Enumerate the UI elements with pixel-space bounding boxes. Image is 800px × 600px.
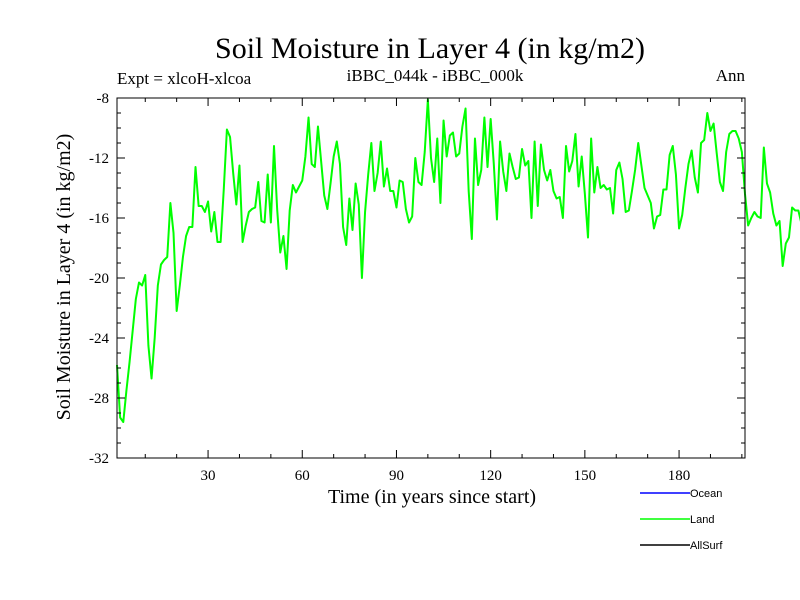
x-tick-label: 30 <box>201 468 216 484</box>
y-tick-label: -32 <box>89 451 109 467</box>
x-tick-label: 150 <box>574 468 597 484</box>
y-tick-label: -12 <box>89 151 109 167</box>
x-tick-label: 60 <box>295 468 310 484</box>
legend-label-allsurf: AllSurf <box>690 540 723 552</box>
y-tick-label: -16 <box>89 211 109 227</box>
series-line-land <box>116 98 800 423</box>
comparison-label: iBBC_044k - iBBC_000k <box>347 66 524 85</box>
x-tick-label: 90 <box>389 468 404 484</box>
experiment-label: Expt = xlcoH-xlcoa <box>117 69 252 88</box>
legend-label-land: Land <box>690 514 714 526</box>
y-tick-label: -20 <box>89 271 109 287</box>
plot-area: 30 60 90 120 150 180 -32 -28 -24 -20 -16 -12 -8 <box>89 91 800 484</box>
x-tick-label: 120 <box>479 468 502 484</box>
legend-label-ocean: Ocean <box>690 488 722 500</box>
legend: Ocean Land AllSurf <box>640 488 723 552</box>
y-tick-label: -28 <box>89 391 109 407</box>
x-axis-label: Time (in years since start) <box>328 486 536 508</box>
x-tick-label: 180 <box>668 468 691 484</box>
season-label: Ann <box>716 66 746 85</box>
y-tick-label: -24 <box>89 331 109 347</box>
chart-title: Soil Moisture in Layer 4 (in kg/m2) <box>215 32 645 65</box>
y-axis-label: Soil Moisture in Layer 4 (in kg/m2) <box>53 134 75 421</box>
y-tick-label: -8 <box>97 91 110 107</box>
